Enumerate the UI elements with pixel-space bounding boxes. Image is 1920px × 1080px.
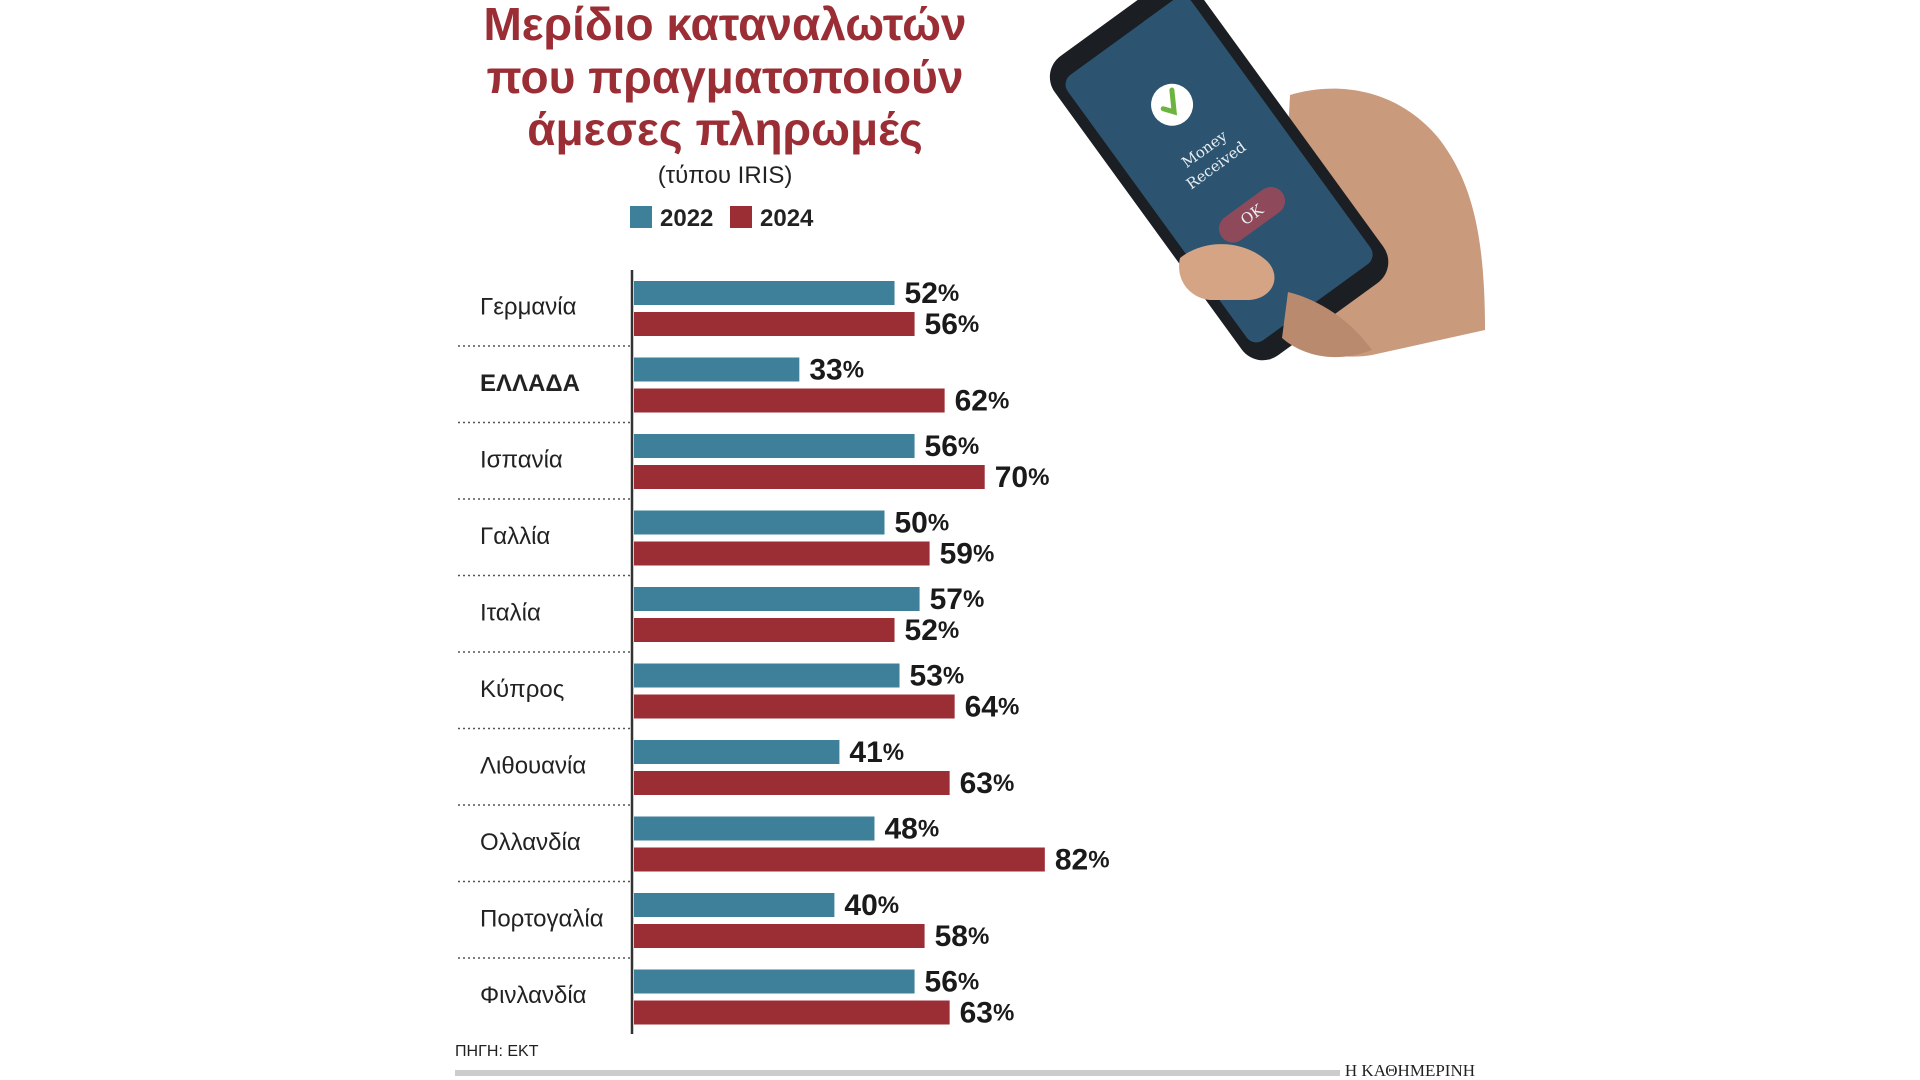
bar-2022 [634, 510, 885, 535]
value-label-2022: 52% [905, 277, 960, 310]
category-label: Κύπρος [480, 676, 564, 703]
value-label-2022: 56% [925, 430, 980, 463]
value-label-2024: 63% [960, 767, 1015, 800]
bar-2024 [634, 465, 985, 489]
bar-2022 [634, 969, 915, 994]
value-label-2024: 70% [995, 461, 1050, 494]
bar-2022 [634, 357, 800, 382]
bar-2024 [634, 541, 930, 566]
value-label-2024: 52% [905, 614, 960, 647]
bar-2022 [634, 663, 900, 688]
bar-2022 [634, 816, 875, 841]
chart-title-line: Μερίδιο καταναλωτών [483, 0, 966, 50]
category-label: ΕΛΛΑΔΑ [480, 370, 580, 397]
bar-2024 [634, 771, 950, 795]
bar-2022 [634, 740, 840, 764]
category-label: Φινλανδία [480, 982, 587, 1009]
category-label: Λιθουανία [480, 752, 586, 779]
legend-label-2024: 2024 [760, 205, 814, 232]
bar-2024 [634, 618, 895, 642]
bar-2024 [634, 312, 915, 336]
category-labels: Γερμανία ΕΛΛΑΔΑ Ισπανία Γαλλία Ιταλία Κύπρος Λ… [480, 293, 604, 1009]
category-label: Γαλλία [480, 523, 550, 550]
category-label: Γερμανία [480, 293, 577, 320]
legend-label-2022: 2022 [660, 205, 713, 232]
value-label-2024: 64% [965, 690, 1020, 723]
phone-in-hand-icon: Money Received OK [1049, 0, 1485, 361]
bar-2024 [634, 388, 945, 413]
value-label-2024: 63% [960, 996, 1015, 1029]
value-labels: 52%56%33%62%56%70%50%59%57%52%53%64%41%6… [809, 277, 1109, 1030]
category-label: Ιταλία [480, 599, 541, 626]
value-label-2022: 48% [884, 812, 939, 845]
bar-2022 [634, 434, 915, 458]
bars [634, 281, 1045, 1025]
value-label-2022: 33% [809, 353, 864, 386]
chart-subtitle: (τύπου IRIS) [658, 162, 793, 189]
row-separators [458, 345, 630, 959]
publisher-brand: Η ΚΑΘΗΜΕΡΙΝΗ [1345, 1061, 1475, 1080]
value-label-2022: 40% [844, 889, 899, 922]
bar-2024 [634, 694, 955, 719]
legend-swatch-2022 [630, 206, 652, 228]
value-label-2022: 50% [895, 506, 950, 539]
category-label: Ολλανδία [480, 829, 581, 856]
source-note: ΠΗΓΗ: ΕΚΤ [455, 1043, 539, 1060]
category-label: Ισπανία [480, 446, 563, 473]
bar-2024 [634, 924, 925, 948]
bar-2024 [634, 1000, 950, 1025]
category-label: Πορτογαλία [480, 905, 604, 932]
chart-legend: 2022 2024 [630, 205, 814, 232]
value-label-2024: 59% [940, 537, 995, 570]
value-label-2022: 57% [930, 583, 985, 616]
value-label-2022: 53% [910, 659, 965, 692]
bar-2024 [634, 847, 1045, 872]
bar-2022 [634, 587, 920, 611]
value-label-2024: 56% [925, 308, 980, 341]
value-label-2024: 62% [955, 384, 1010, 417]
chart-title-line: άμεσες πληρωμές [527, 103, 923, 155]
value-label-2022: 56% [925, 965, 980, 998]
value-label-2024: 82% [1055, 843, 1110, 876]
value-label-2024: 58% [935, 920, 990, 953]
bar-2022 [634, 281, 895, 305]
chart-title-line: που πραγματοποιούν [487, 51, 964, 103]
bar-2022 [634, 893, 835, 917]
value-label-2022: 41% [849, 736, 904, 769]
legend-swatch-2024 [730, 206, 752, 228]
